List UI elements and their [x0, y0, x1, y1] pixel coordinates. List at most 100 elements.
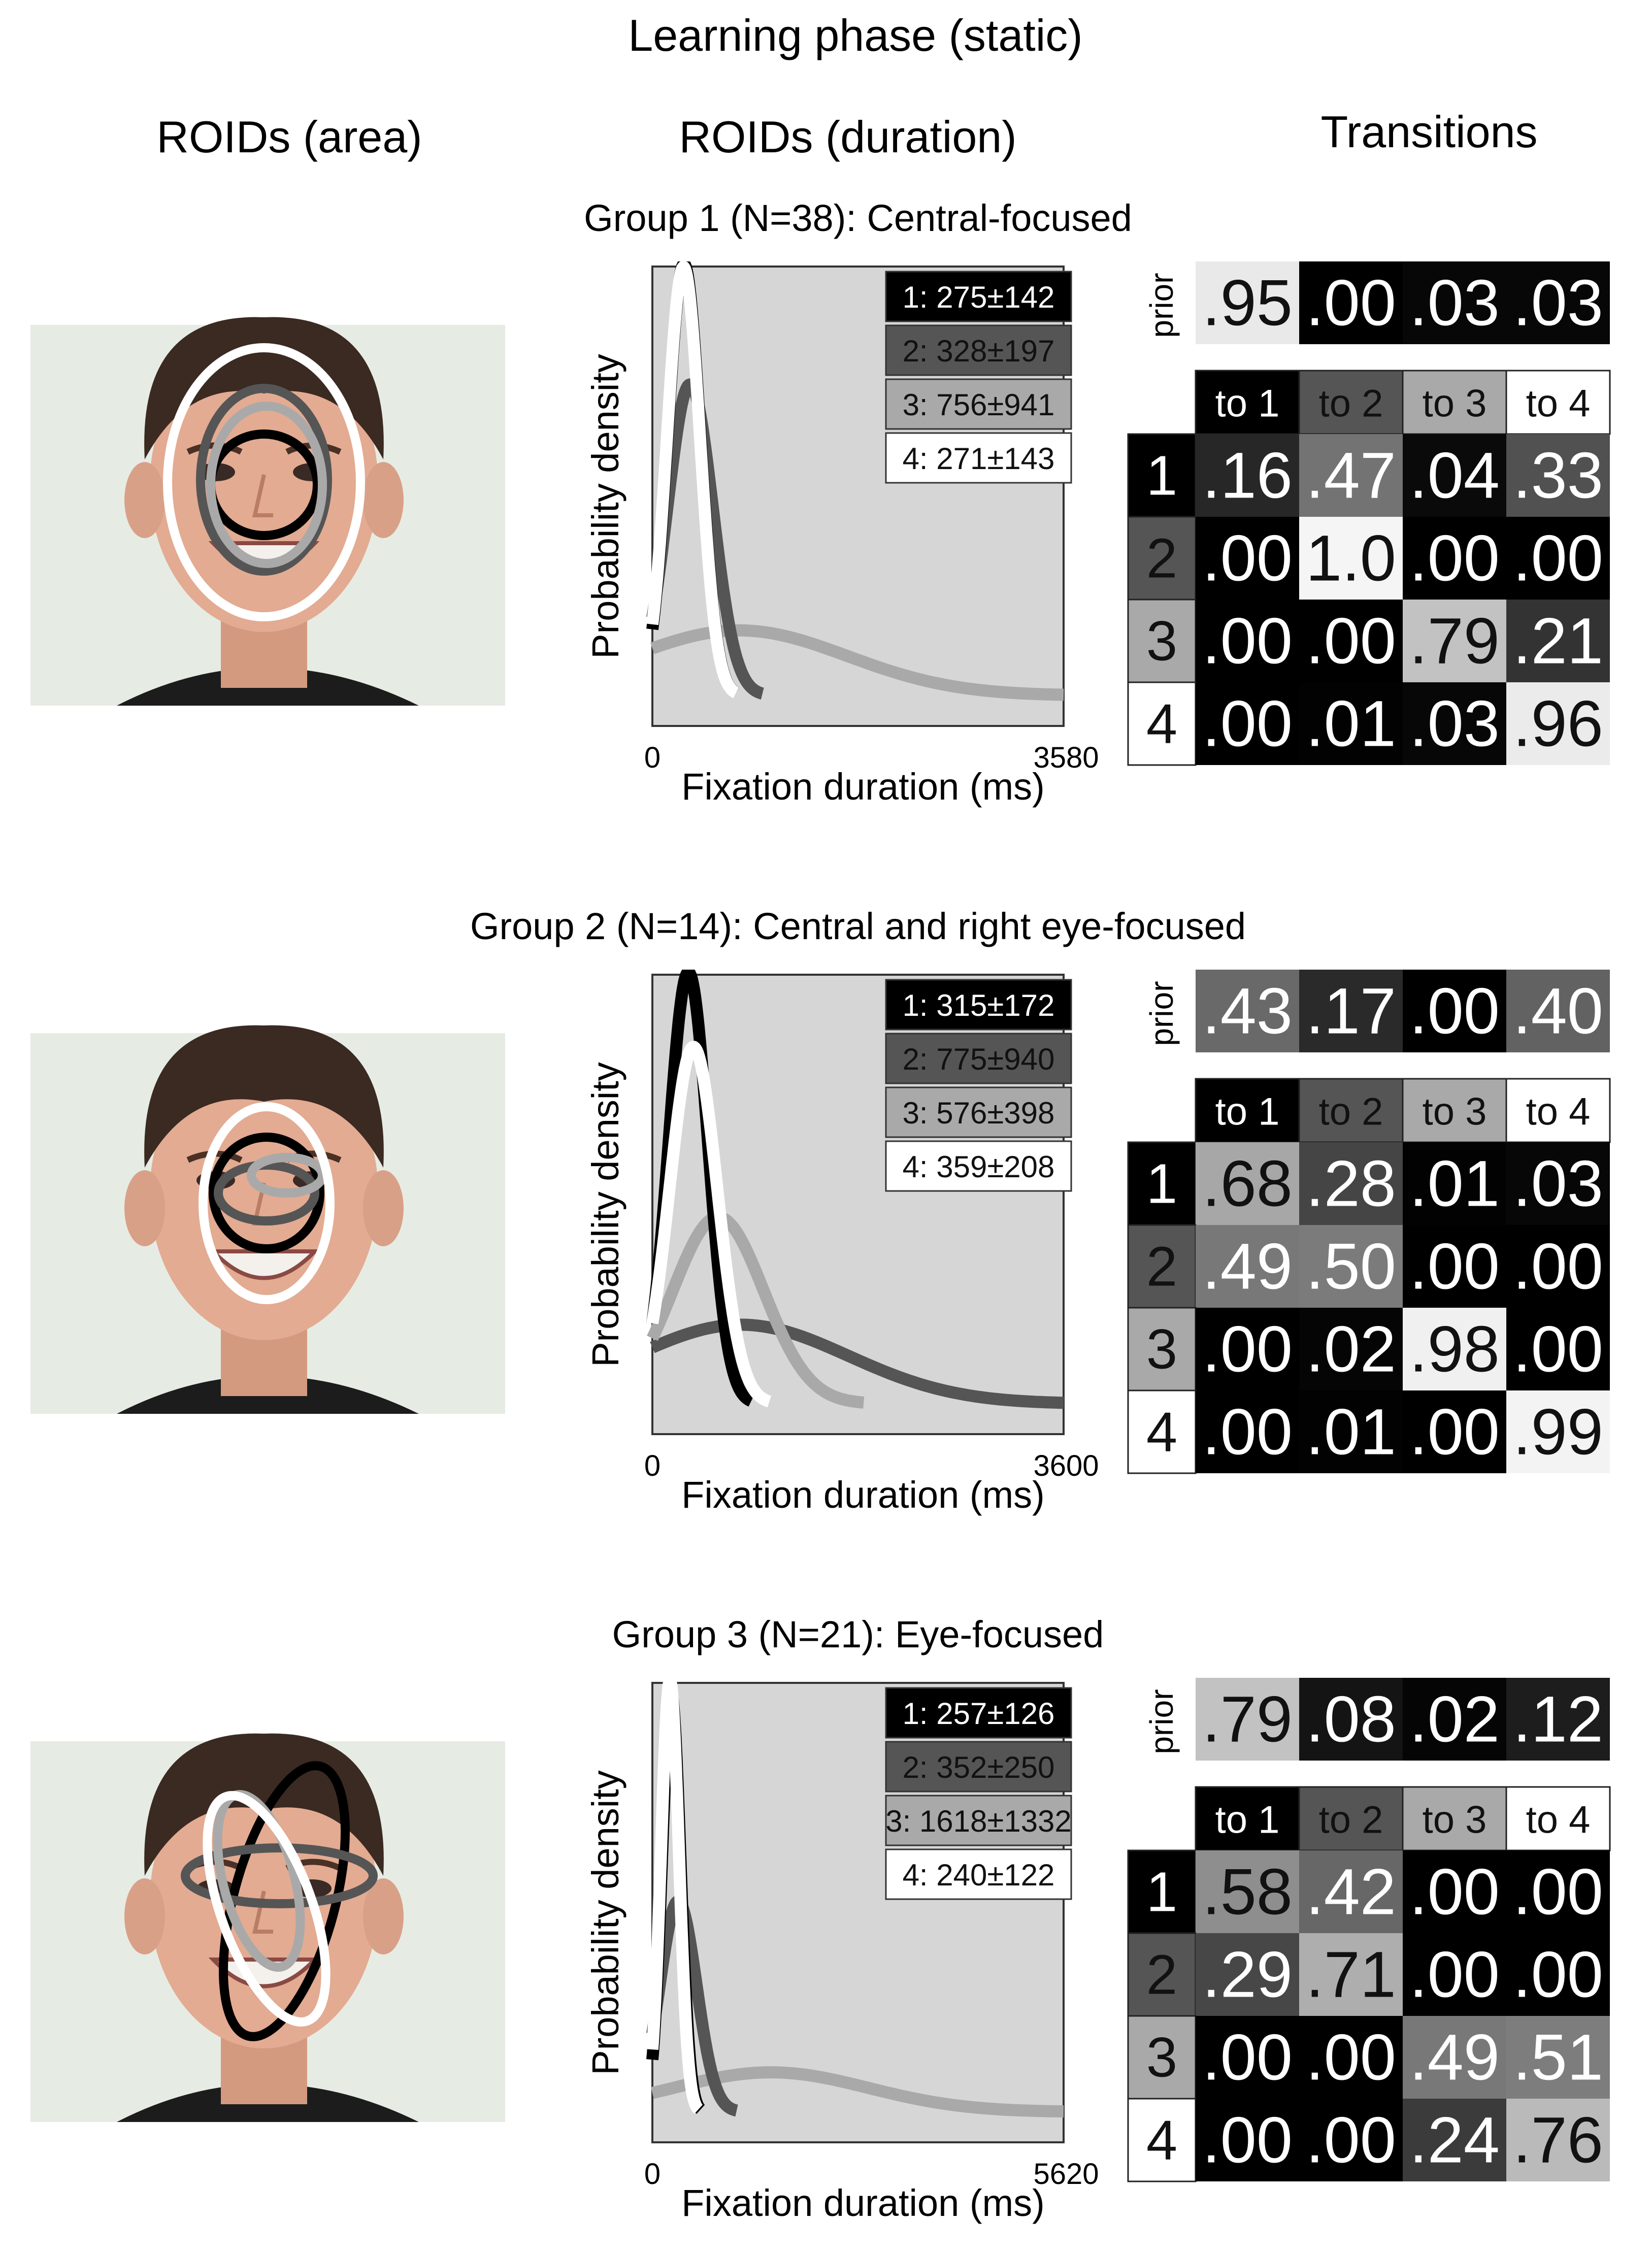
transition-value: .98	[1409, 1313, 1500, 1386]
transition-cell	[1506, 517, 1610, 600]
row-header-cell	[1127, 433, 1197, 518]
transition-cell	[1299, 1225, 1403, 1308]
hair	[144, 1025, 384, 1168]
column-header-cell	[1402, 1078, 1507, 1143]
y-axis-label: Probability density	[584, 1062, 626, 1367]
prior-cell	[1403, 970, 1506, 1052]
column-header: to 3	[1423, 382, 1487, 425]
row-header: 4	[1146, 693, 1177, 755]
legend-box-2	[885, 324, 1072, 376]
column-header: to 1	[1215, 382, 1280, 425]
group-title: Group 3 (N=21): Eye-focused	[612, 1613, 1104, 1655]
transition-value: .71	[1306, 1939, 1396, 2011]
prior-cell	[1299, 970, 1403, 1052]
transition-value: .00	[1409, 1396, 1500, 1469]
group-panel-3: Group 3 (N=21): Eye-focused 1: 257±126 2: …	[30, 1613, 1611, 2224]
prior-cell	[1506, 261, 1610, 344]
prior-value: .03	[1513, 267, 1603, 340]
column-header: to 3	[1423, 1799, 1487, 1842]
legend-label-4: 4: 359±208	[903, 1150, 1055, 1184]
group-title: Group 1 (N=38): Central-focused	[584, 197, 1132, 239]
transition-cell	[1196, 2099, 1299, 2181]
transition-cell	[1299, 600, 1403, 682]
transition-cell	[1196, 517, 1299, 600]
transition-cell	[1196, 1225, 1299, 1308]
transition-value: .01	[1306, 688, 1396, 760]
face	[150, 338, 378, 632]
transition-value: 1.0	[1306, 522, 1396, 595]
transition-value: .00	[1202, 1396, 1293, 1469]
column-title-transitions: Transitions	[1320, 107, 1537, 157]
transition-value: .01	[1409, 1148, 1500, 1220]
column-header: to 1	[1215, 1090, 1280, 1134]
column-header-cell	[1505, 370, 1611, 435]
prior-cell	[1299, 1678, 1403, 1761]
transition-value: .00	[1513, 1856, 1603, 1929]
legend-box-4	[885, 432, 1072, 484]
roi-ellipse-1	[219, 1761, 350, 2041]
transition-value: .28	[1306, 1148, 1396, 1220]
transition-cell	[1506, 1225, 1610, 1308]
x-axis-label: Fixation duration (ms)	[681, 766, 1045, 808]
row-header: 1	[1146, 1861, 1177, 1924]
left-ear	[124, 462, 165, 538]
x-max-tick: 3600	[1033, 1449, 1099, 1482]
transition-value: .00	[1409, 1939, 1500, 2011]
row-header: 4	[1146, 1401, 1177, 1464]
transition-value: .00	[1202, 522, 1293, 595]
legend-box-2	[885, 1741, 1072, 1793]
figure-title: Learning phase (static)	[628, 10, 1082, 60]
legend-box-3	[885, 1086, 1072, 1138]
transition-value: .00	[1202, 1313, 1293, 1386]
transition-cell	[1196, 1850, 1299, 1933]
transition-value: .42	[1306, 1856, 1396, 1929]
x-max-tick: 3580	[1033, 741, 1099, 774]
group-panel-2: Group 2 (N=14): Central and right eye-fo…	[30, 905, 1611, 1516]
group-panel-1: Group 1 (N=38): Central-focused 1: 275±14…	[30, 197, 1611, 808]
column-header-cell	[1402, 370, 1507, 435]
column-header: to 3	[1423, 1090, 1487, 1134]
legend-label-4: 4: 240±122	[903, 1858, 1055, 1892]
column-header: to 4	[1526, 382, 1591, 425]
transition-value: .03	[1409, 688, 1500, 760]
transition-value: .00	[1513, 1313, 1603, 1386]
column-header-cell	[1298, 370, 1404, 435]
column-title-area: ROIDs (area)	[156, 112, 422, 162]
transition-cell	[1299, 1308, 1403, 1390]
transition-value: .99	[1513, 1396, 1603, 1469]
transition-cell	[1196, 682, 1299, 765]
column-header: to 4	[1526, 1799, 1591, 1842]
density-curve-2	[646, 1895, 742, 2117]
transition-value: .03	[1513, 1148, 1603, 1220]
density-curve-3	[651, 2066, 1065, 2118]
transition-cell	[1403, 434, 1506, 517]
prior-cell	[1196, 261, 1299, 344]
transition-cell	[1196, 434, 1299, 517]
prior-cell	[1506, 1678, 1610, 1761]
transition-value: .00	[1202, 605, 1293, 678]
transition-cell	[1299, 1390, 1403, 1473]
transition-value: .79	[1409, 605, 1500, 678]
density-curve-4	[646, 1678, 704, 2115]
density-curve-4	[646, 261, 741, 699]
transition-cell	[1196, 1390, 1299, 1473]
transition-value: .00	[1409, 522, 1500, 595]
row-header: 2	[1146, 1236, 1177, 1298]
roi-ellipse-4	[163, 343, 365, 621]
roi-ellipse-3	[247, 1153, 327, 1198]
legend-label-3: 3: 756±941	[903, 388, 1055, 422]
transition-cell	[1506, 682, 1610, 765]
column-header: to 2	[1319, 1799, 1383, 1842]
legend-label-3: 3: 1618±1332	[885, 1804, 1072, 1838]
transition-cell	[1299, 1850, 1403, 1933]
prior-value: .02	[1409, 1683, 1500, 1756]
column-title-duration: ROIDs (duration)	[679, 112, 1016, 162]
transition-cell	[1506, 434, 1610, 517]
right-ear	[363, 462, 404, 538]
transition-value: .16	[1202, 440, 1293, 512]
transition-cell	[1506, 2016, 1610, 2099]
right-ear	[363, 1170, 404, 1246]
transition-value: .50	[1306, 1231, 1396, 1303]
roi-ellipse-3	[206, 402, 327, 568]
prior-cell	[1403, 261, 1506, 344]
